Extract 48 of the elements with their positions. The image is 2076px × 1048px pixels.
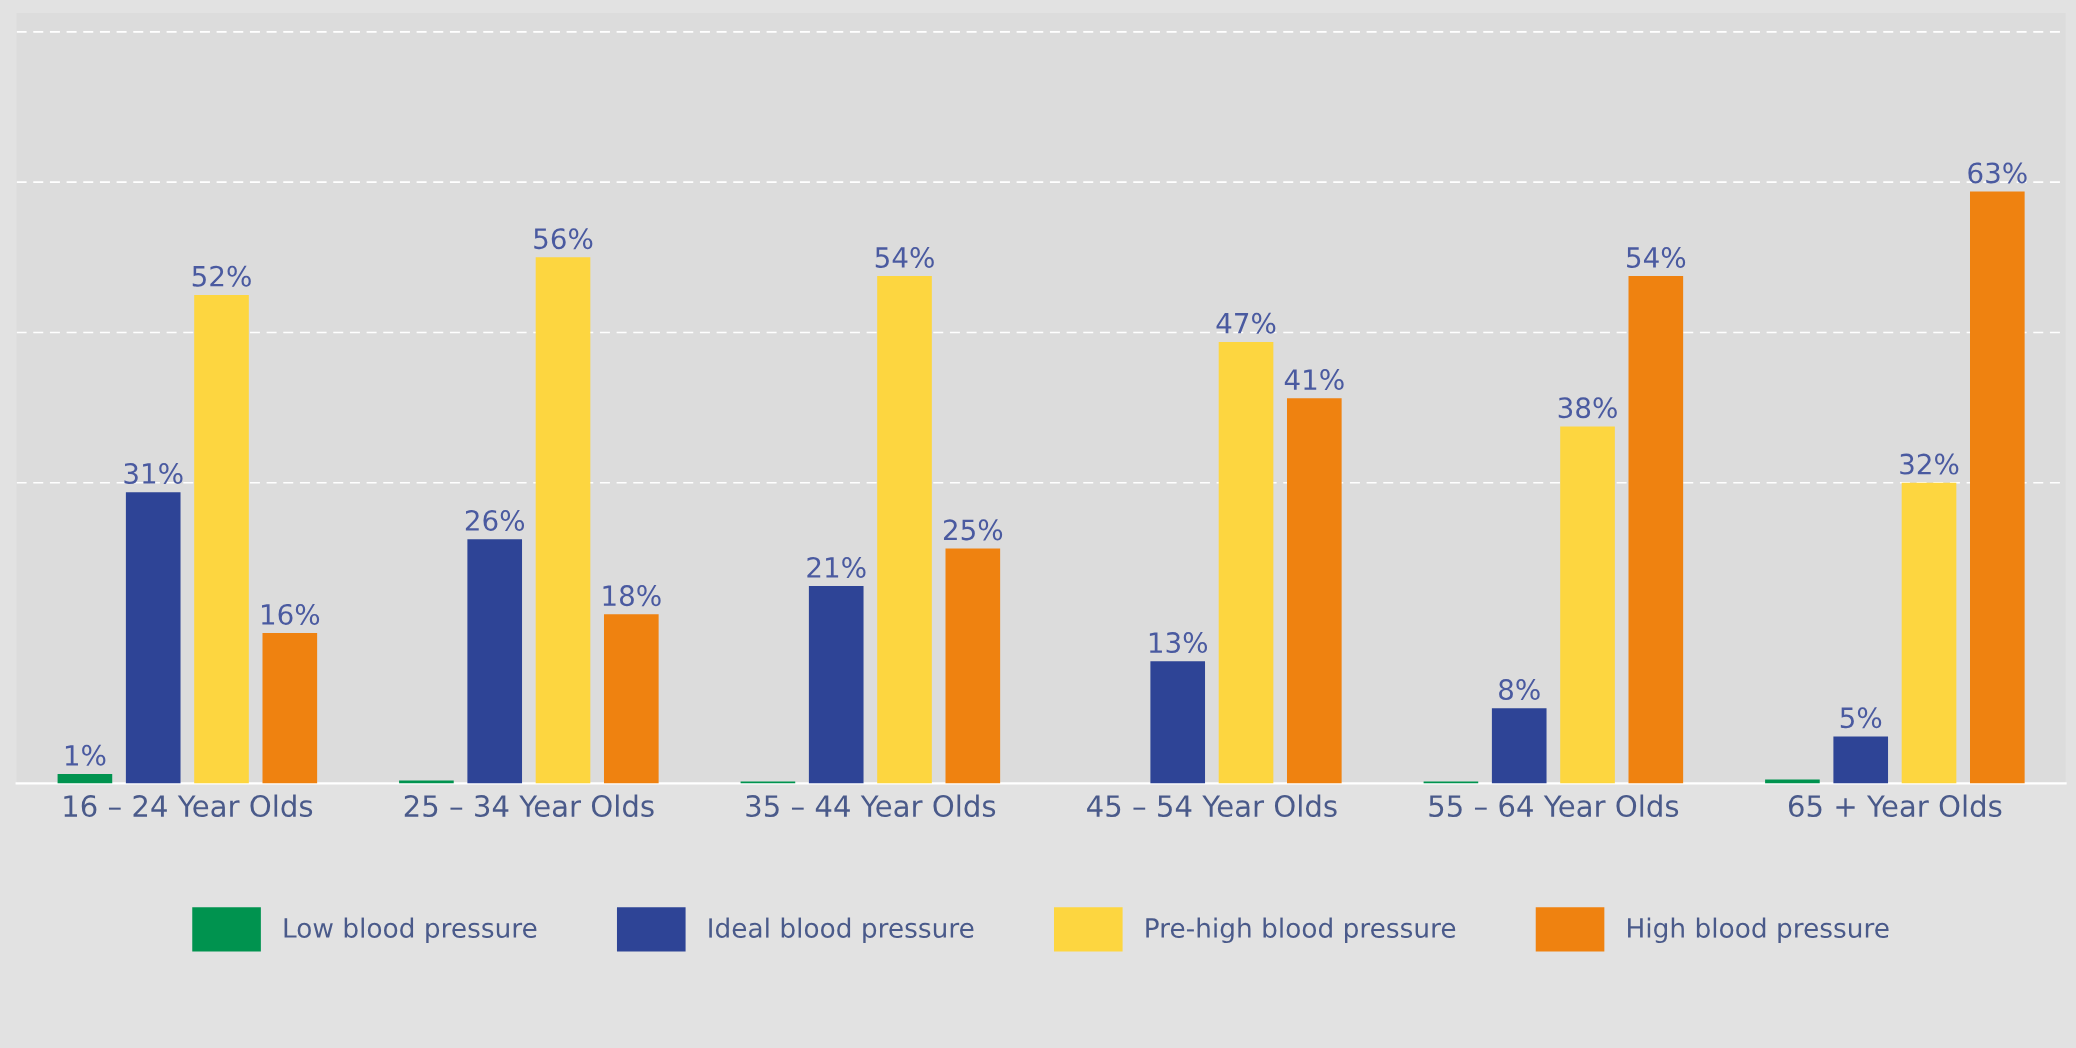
legend-label: Low blood pressure xyxy=(284,917,537,944)
bar xyxy=(262,633,318,784)
bar xyxy=(1970,191,2025,784)
data-label: 16% xyxy=(261,603,320,625)
x-tick-label: 35 – 44 Year Olds xyxy=(746,794,996,818)
bar xyxy=(194,294,249,784)
x-tick-label: 55 – 64 Year Olds xyxy=(1429,794,1679,818)
data-label: 18% xyxy=(603,585,661,607)
data-label: 25% xyxy=(943,519,1003,541)
data-label: 1% xyxy=(65,744,106,766)
legend-label: Ideal blood pressure xyxy=(709,917,974,944)
bar xyxy=(1218,341,1274,784)
data-label: 38% xyxy=(1558,397,1617,419)
bar xyxy=(603,614,659,784)
bar xyxy=(1628,276,1684,784)
data-label: 8% xyxy=(1499,679,1540,701)
data-label: 54% xyxy=(875,246,934,268)
bar xyxy=(57,773,113,784)
bar xyxy=(877,276,932,784)
bar xyxy=(1833,736,1889,784)
data-label: 63% xyxy=(1968,162,2027,184)
data-label: 54% xyxy=(1627,246,1686,268)
bar xyxy=(125,492,181,784)
bar xyxy=(1287,398,1342,784)
data-label: 41% xyxy=(1284,369,1344,391)
legend-label: Pre-high blood pressure xyxy=(1146,917,1456,944)
data-label: 32% xyxy=(1900,453,1959,475)
bar xyxy=(1150,661,1206,784)
data-label: 26% xyxy=(465,509,525,531)
data-label: 47% xyxy=(1216,312,1276,334)
bar xyxy=(535,257,591,784)
x-tick-label: 16 – 24 Year Olds xyxy=(64,794,313,818)
data-label: 31% xyxy=(124,463,183,485)
x-tick-label: 25 – 34 Year Olds xyxy=(404,794,654,818)
data-label: 21% xyxy=(807,556,866,578)
bar xyxy=(808,586,864,784)
x-tick-label: 65 + Year Olds xyxy=(1788,794,2002,818)
bar xyxy=(1560,426,1615,784)
bar xyxy=(467,539,523,784)
bar xyxy=(1491,708,1547,784)
bar xyxy=(1901,482,1957,784)
data-label: 5% xyxy=(1840,707,1882,729)
data-label: 52% xyxy=(192,265,251,287)
x-tick-label: 45 – 54 Year Olds xyxy=(1087,794,1337,818)
data-label: 56% xyxy=(534,228,593,250)
bar xyxy=(945,548,1001,784)
legend-label: High blood pressure xyxy=(1628,917,1889,944)
data-label: 13% xyxy=(1149,632,1208,654)
